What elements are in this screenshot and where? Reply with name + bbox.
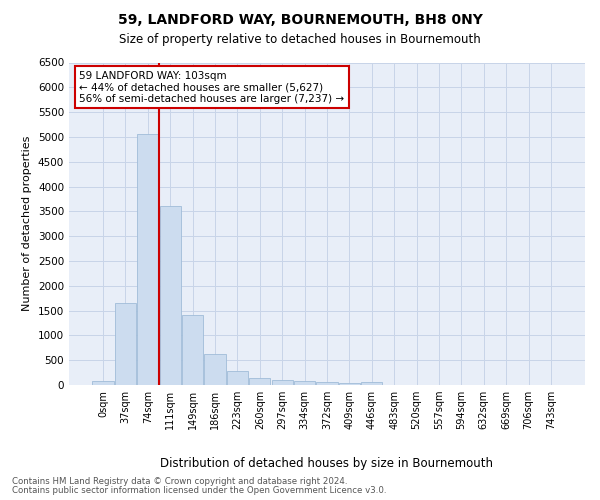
Bar <box>160 206 181 385</box>
Text: 59, LANDFORD WAY, BOURNEMOUTH, BH8 0NY: 59, LANDFORD WAY, BOURNEMOUTH, BH8 0NY <box>118 12 482 26</box>
Bar <box>249 378 271 385</box>
Bar <box>361 382 382 385</box>
Y-axis label: Number of detached properties: Number of detached properties <box>22 136 32 312</box>
Bar <box>137 134 158 385</box>
Bar <box>92 382 114 385</box>
Bar <box>205 354 226 385</box>
Bar <box>182 314 203 385</box>
Bar <box>316 382 338 385</box>
Bar <box>294 382 315 385</box>
Bar <box>227 370 248 385</box>
Text: Distribution of detached houses by size in Bournemouth: Distribution of detached houses by size … <box>161 458 493 470</box>
Text: Size of property relative to detached houses in Bournemouth: Size of property relative to detached ho… <box>119 32 481 46</box>
Bar <box>272 380 293 385</box>
Text: 59 LANDFORD WAY: 103sqm
← 44% of detached houses are smaller (5,627)
56% of semi: 59 LANDFORD WAY: 103sqm ← 44% of detache… <box>79 70 344 104</box>
Text: Contains HM Land Registry data © Crown copyright and database right 2024.: Contains HM Land Registry data © Crown c… <box>12 477 347 486</box>
Bar <box>115 303 136 385</box>
Bar <box>339 384 360 385</box>
Text: Contains public sector information licensed under the Open Government Licence v3: Contains public sector information licen… <box>12 486 386 495</box>
